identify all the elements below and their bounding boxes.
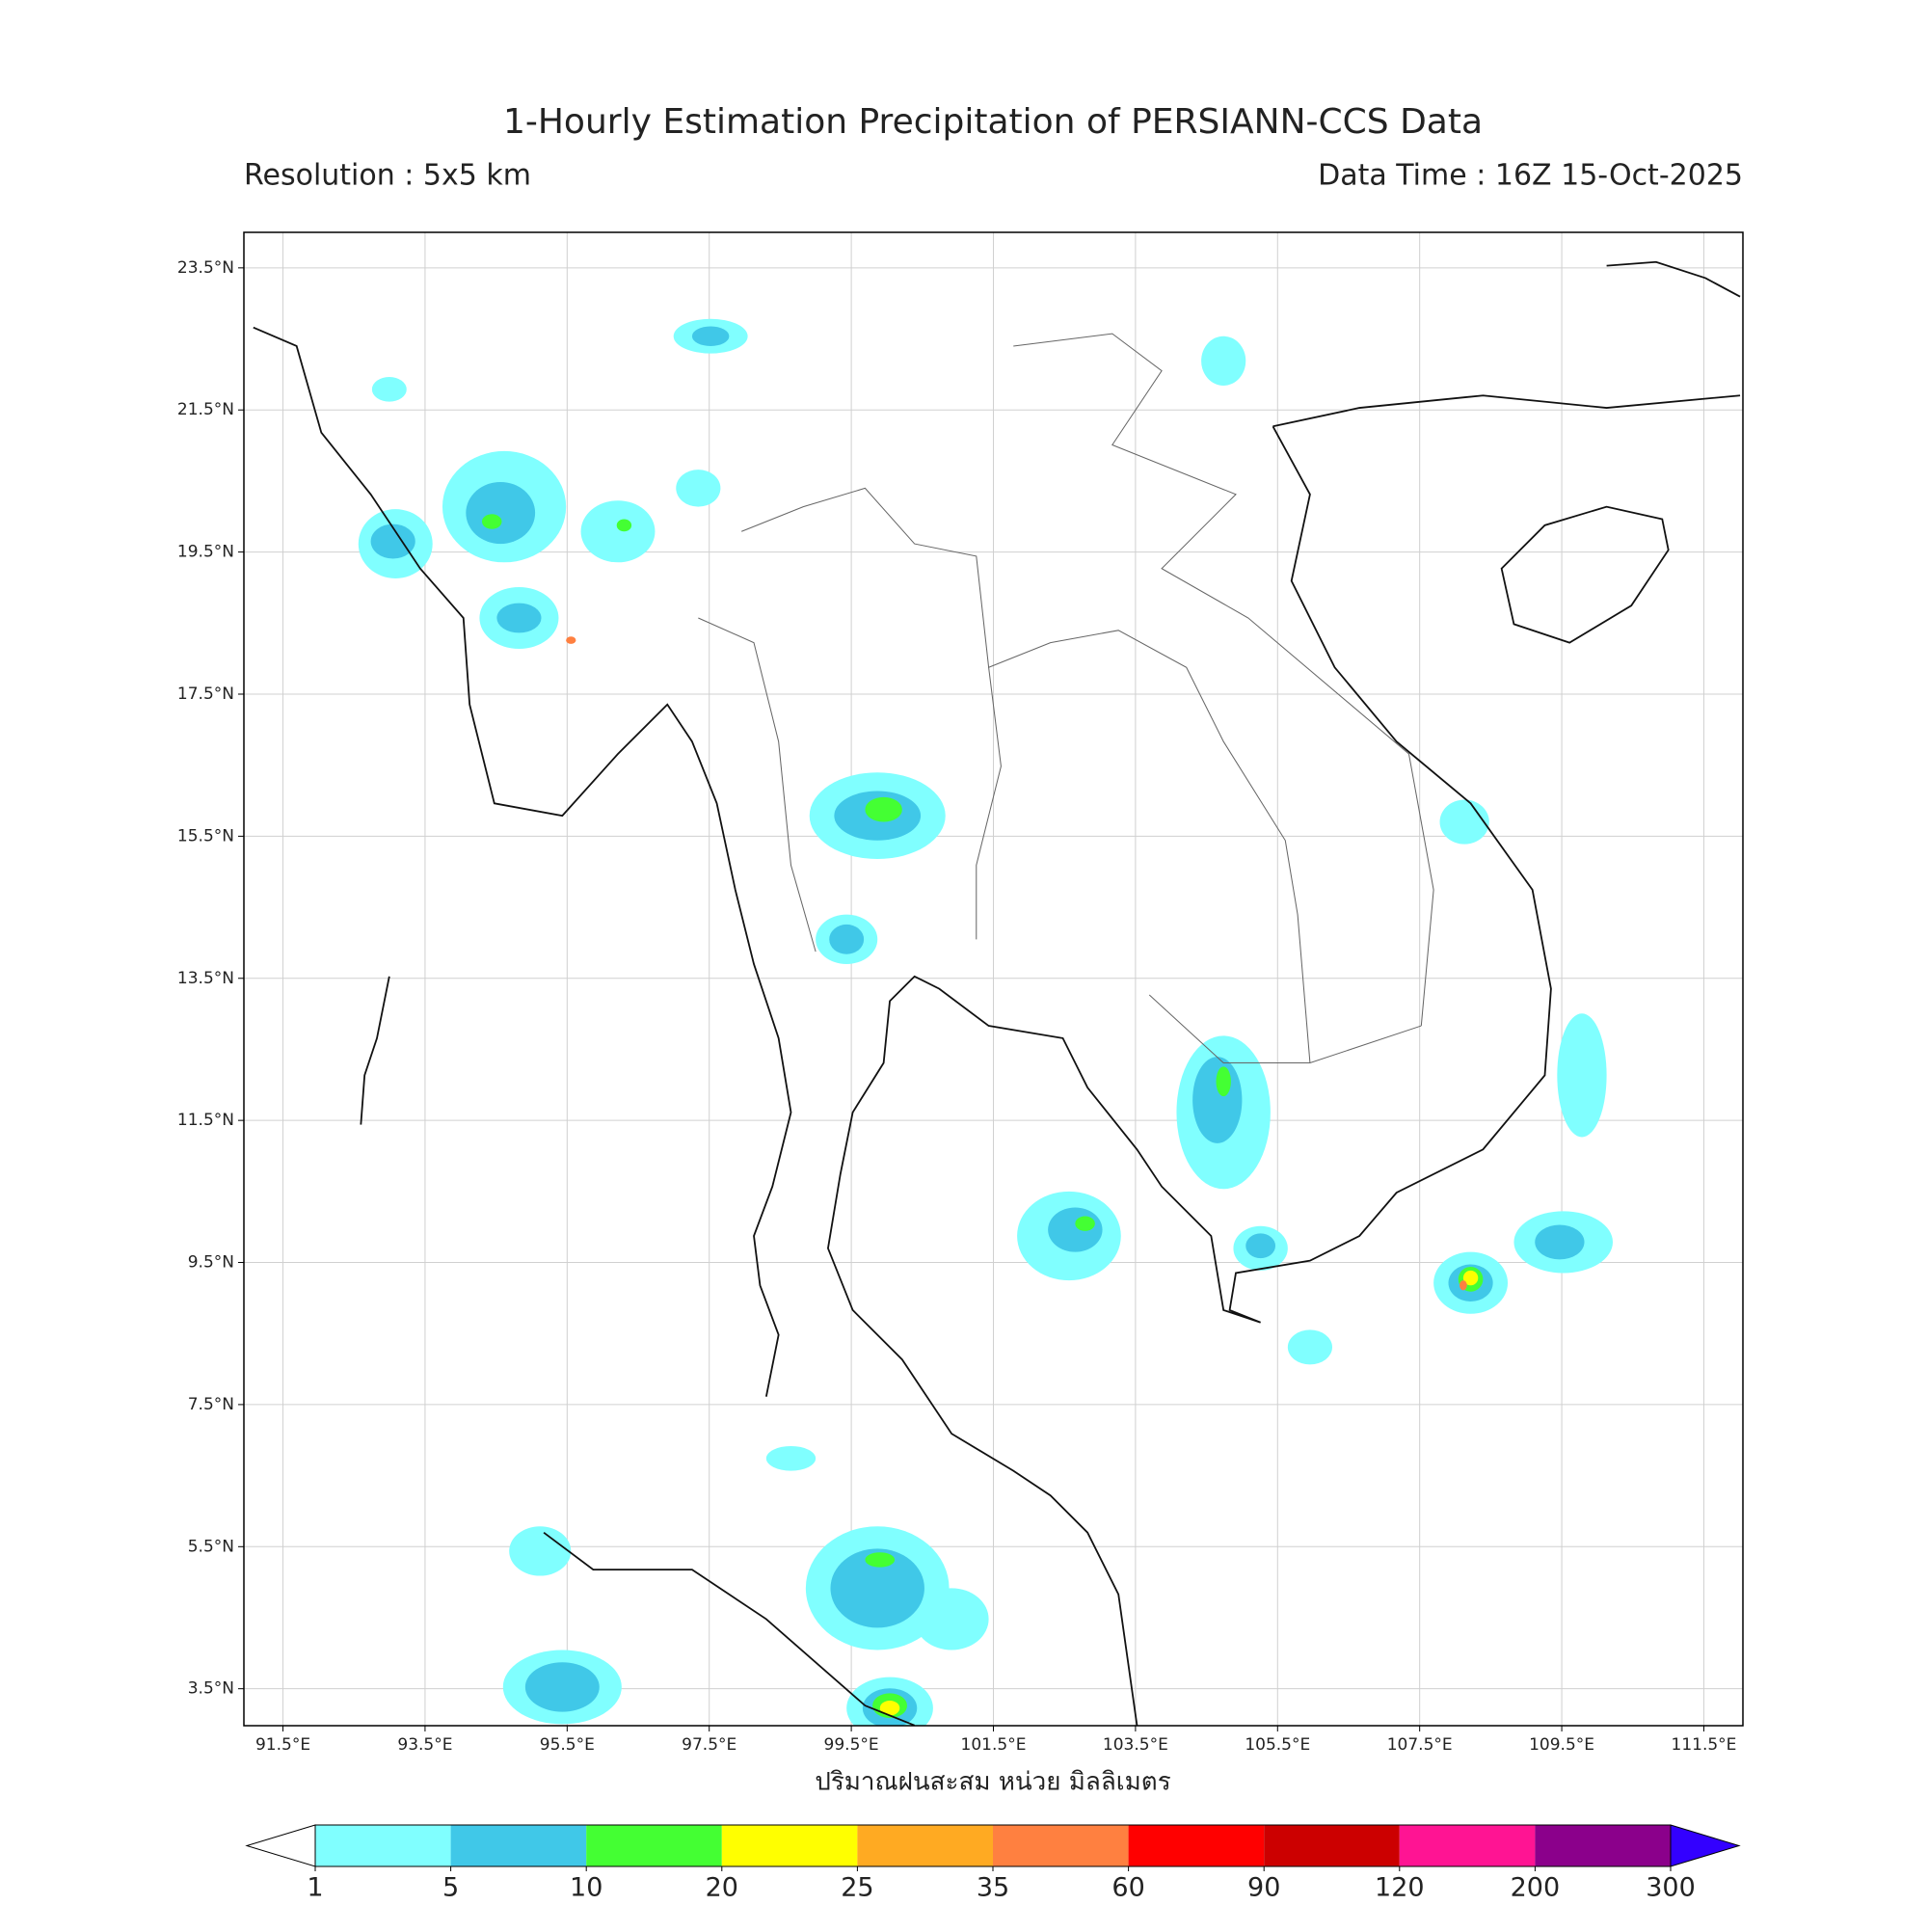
colorbar-segment <box>721 1825 858 1866</box>
lat-tick-label: 15.5°N <box>177 826 234 845</box>
rain-field <box>358 318 1614 1726</box>
colorbar-label: 60 <box>1111 1873 1144 1903</box>
lon-tick-label: 105.5°E <box>1245 1735 1310 1755</box>
colorbar-label: 35 <box>977 1873 1009 1903</box>
colorbar-label: 25 <box>841 1873 873 1903</box>
coastlines <box>253 260 1741 1726</box>
colorbar-label: 90 <box>1247 1873 1280 1903</box>
lat-tick-label: 7.5°N <box>188 1395 234 1414</box>
lon-tick-label: 103.5°E <box>1103 1735 1168 1755</box>
colorbar-label: 120 <box>1375 1873 1425 1903</box>
colorbar-label: 200 <box>1511 1873 1561 1903</box>
colorbar-label: 5 <box>442 1873 459 1903</box>
lon-tick-label: 95.5°E <box>540 1735 595 1755</box>
lat-tick-label: 13.5°N <box>177 969 234 988</box>
colorbar-segment <box>993 1825 1129 1866</box>
lat-tick-label: 17.5°N <box>177 684 234 704</box>
lat-tick-label: 3.5°N <box>188 1679 234 1699</box>
lon-tick-label: 111.5°E <box>1672 1735 1737 1755</box>
lat-tick-label: 19.5°N <box>177 543 234 562</box>
lat-tick-label: 11.5°N <box>177 1111 234 1130</box>
lon-tick-label: 101.5°E <box>961 1735 1027 1755</box>
lat-tick-label: 9.5°N <box>188 1253 234 1273</box>
resolution: Resolution : 5x5 km <box>244 159 531 193</box>
colorbar-segment <box>586 1825 722 1866</box>
colorbar-segment <box>315 1825 451 1866</box>
lon-tick-label: 91.5°E <box>255 1735 310 1755</box>
borders <box>698 333 1434 1064</box>
map-layer <box>253 260 1741 1726</box>
colorbar: 1 5 10 20 25 35 60 90 120 200 300 <box>245 1824 1741 1903</box>
colorbar-label: 10 <box>570 1873 602 1903</box>
map-frame <box>243 231 1744 1727</box>
grid: 91.5°E 93.5°E 95.5°E 97.5°E 99.5°E 101.5°E 103… <box>177 232 1743 1755</box>
colorbar-under <box>245 1824 316 1867</box>
lat-tick-label: 21.5°N <box>177 400 234 419</box>
lon-tick-label: 107.5°E <box>1387 1735 1453 1755</box>
title: 1-Hourly Estimation Precipitation of PER… <box>503 102 1483 142</box>
lon-tick-label: 97.5°E <box>682 1735 736 1755</box>
colorbar-segment <box>1535 1825 1671 1866</box>
colorbar-segment <box>450 1825 587 1866</box>
colorbar-label: 1 <box>307 1873 323 1903</box>
data-time: Data Time : 16Z 15-Oct-2025 <box>1318 159 1743 193</box>
colorbar-label: 300 <box>1646 1873 1696 1903</box>
lon-tick-label: 93.5°E <box>397 1735 452 1755</box>
lat-tick-label: 5.5°N <box>188 1537 234 1556</box>
colorbar-segment <box>1264 1825 1400 1866</box>
x-axis-label: ปริมาณฝนสะสม หน่วย มิลลิเมตร <box>815 1768 1170 1797</box>
colorbar-segment <box>1128 1825 1265 1866</box>
lon-tick-label: 109.5°E <box>1529 1735 1594 1755</box>
colorbar-over <box>1670 1824 1741 1867</box>
colorbar-segment <box>857 1825 993 1866</box>
colorbar-segment <box>1399 1825 1536 1866</box>
lon-tick-label: 99.5°E <box>824 1735 879 1755</box>
lat-tick-label: 23.5°N <box>177 258 234 278</box>
colorbar-label: 20 <box>706 1873 738 1903</box>
